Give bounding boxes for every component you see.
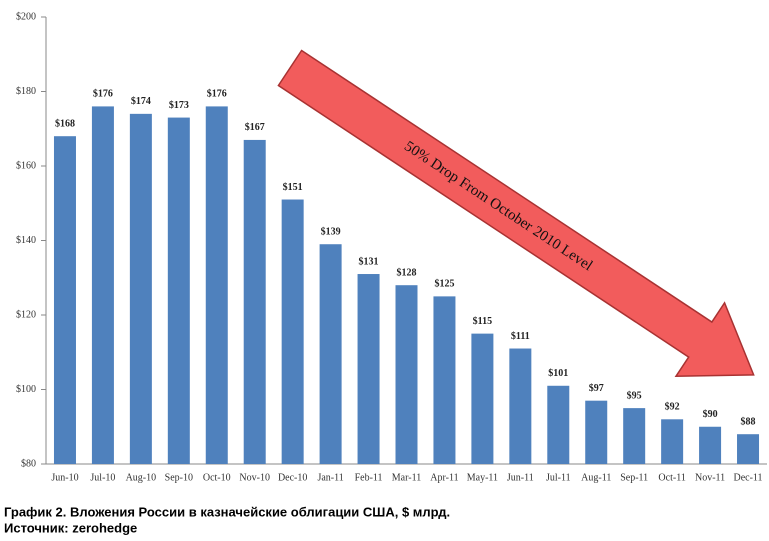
bar <box>471 333 494 464</box>
value-label: $167 <box>245 122 265 133</box>
y-tick-label: $100 <box>16 384 36 395</box>
bar <box>167 117 190 464</box>
x-tick-label: Mar-11 <box>392 472 421 483</box>
value-label: $97 <box>589 383 604 394</box>
bar <box>129 113 152 464</box>
bar <box>281 199 304 464</box>
x-tick-label: Nov-10 <box>239 472 270 483</box>
bar <box>547 385 570 464</box>
bar <box>319 244 342 464</box>
value-label: $115 <box>473 316 492 327</box>
y-tick-label: $200 <box>16 11 36 22</box>
x-tick-label: Oct-10 <box>203 472 231 483</box>
value-label: $90 <box>703 409 718 420</box>
x-tick-label: Dec-10 <box>278 472 307 483</box>
value-label: $176 <box>207 89 227 100</box>
value-label: $125 <box>434 279 454 290</box>
value-label: $168 <box>55 118 75 129</box>
bar <box>623 408 646 464</box>
value-label: $131 <box>359 256 379 267</box>
value-label: $111 <box>511 331 530 342</box>
x-tick-label: Sep-10 <box>165 472 193 483</box>
caption: График 2. Вложения России в казначейские… <box>4 504 450 519</box>
x-tick-label: May-11 <box>467 472 498 483</box>
x-tick-label: Jul-10 <box>90 472 115 483</box>
x-tick-label: Jun-10 <box>51 472 78 483</box>
bar <box>91 106 114 465</box>
value-label: $95 <box>627 390 642 401</box>
value-label: $173 <box>169 100 189 111</box>
bar <box>53 136 76 464</box>
value-label: $92 <box>665 402 680 413</box>
value-label: $128 <box>397 267 417 278</box>
x-tick-label: Jul-11 <box>546 472 571 483</box>
y-tick-label: $140 <box>16 235 36 246</box>
x-tick-label: Nov-11 <box>695 472 725 483</box>
x-tick-label: Oct-11 <box>658 472 685 483</box>
bar <box>395 285 418 464</box>
annotation: 50% Drop From October 2010 Level <box>401 138 595 274</box>
value-label: $139 <box>321 227 341 238</box>
x-tick-label: Jun-11 <box>507 472 534 483</box>
x-tick-label: Dec-11 <box>733 472 762 483</box>
value-label: $174 <box>131 96 151 107</box>
x-tick-label: Feb-11 <box>355 472 383 483</box>
bar <box>433 296 456 464</box>
source: Источник: zerohedge <box>4 520 137 535</box>
x-tick-label: Sep-11 <box>620 472 648 483</box>
bar <box>205 106 228 465</box>
y-tick-label: $180 <box>16 86 36 97</box>
value-label: $176 <box>93 89 113 100</box>
value-label: $151 <box>283 182 303 193</box>
y-tick-label: $160 <box>16 160 36 171</box>
value-label: $88 <box>741 416 756 427</box>
x-tick-label: Jan-11 <box>317 472 343 483</box>
x-tick-label: Aug-11 <box>581 472 611 483</box>
bar <box>585 400 608 464</box>
bar <box>357 274 380 464</box>
bar <box>243 139 266 465</box>
bar <box>699 426 722 464</box>
arrow-shape <box>277 49 755 378</box>
x-tick-label: Aug-10 <box>126 472 157 483</box>
x-tick-label: Apr-11 <box>430 472 458 483</box>
bar <box>661 419 684 464</box>
y-tick-label: $120 <box>16 309 36 320</box>
y-tick-label: $80 <box>21 458 36 469</box>
value-label: $101 <box>548 368 568 379</box>
bar <box>737 434 760 464</box>
bar <box>509 348 532 464</box>
